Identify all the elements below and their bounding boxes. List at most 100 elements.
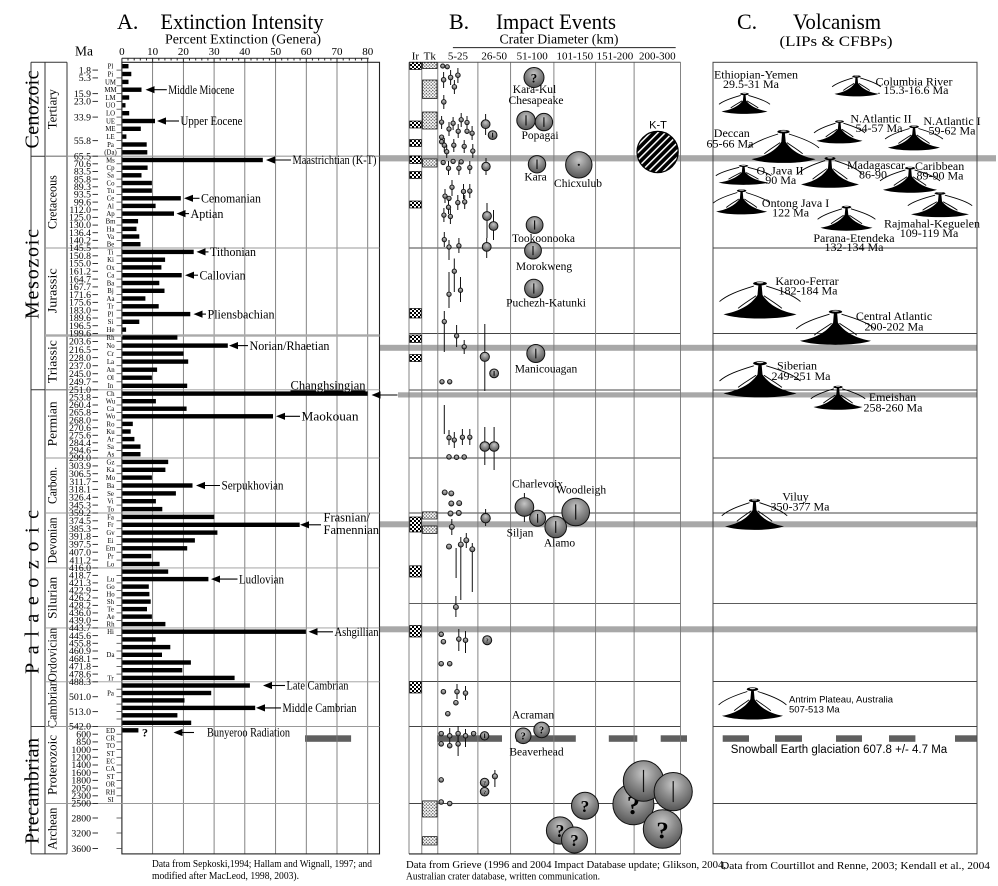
svg-text:Callovian: Callovian bbox=[200, 268, 247, 282]
svg-text:125.0: 125.0 bbox=[69, 213, 91, 224]
svg-text:ME: ME bbox=[105, 126, 115, 133]
svg-text:245.0: 245.0 bbox=[69, 369, 91, 380]
svg-text:Karoo-Ferrar: Karoo-Ferrar bbox=[775, 274, 838, 288]
svg-text:85.8: 85.8 bbox=[74, 174, 91, 185]
svg-text:421.3: 421.3 bbox=[69, 578, 91, 589]
svg-text:Kara: Kara bbox=[524, 171, 546, 183]
svg-text:303.9: 303.9 bbox=[69, 461, 91, 472]
svg-text:Siljan: Siljan bbox=[507, 527, 534, 539]
svg-text:Ms: Ms bbox=[106, 157, 115, 164]
svg-text:374.5: 374.5 bbox=[69, 516, 91, 527]
svg-text:164.7: 164.7 bbox=[69, 274, 91, 285]
svg-text:Pl: Pl bbox=[108, 64, 114, 71]
svg-text:122 Ma: 122 Ma bbox=[772, 206, 810, 220]
svg-text:513.0: 513.0 bbox=[69, 707, 91, 718]
svg-text:Tr: Tr bbox=[107, 675, 114, 682]
svg-text:Ku: Ku bbox=[106, 429, 115, 436]
svg-text:251.0: 251.0 bbox=[69, 385, 91, 396]
svg-text:Va: Va bbox=[107, 234, 114, 241]
svg-text:Central Atlantic: Central Atlantic bbox=[856, 309, 932, 323]
svg-text:29.5-31 Ma: 29.5-31 Ma bbox=[723, 77, 780, 91]
svg-text:Frasnian/: Frasnian/ bbox=[324, 511, 371, 525]
svg-text:Impact Events: Impact Events bbox=[496, 9, 616, 34]
svg-text:Ar: Ar bbox=[107, 437, 115, 444]
svg-text:Middle Miocene: Middle Miocene bbox=[168, 83, 234, 97]
svg-text:Chicxulub: Chicxulub bbox=[554, 178, 602, 190]
svg-text:318.1: 318.1 bbox=[69, 485, 91, 496]
svg-text:Tk: Tk bbox=[424, 50, 437, 62]
svg-text:Emeishan: Emeishan bbox=[869, 390, 916, 404]
svg-text:Extinction Intensity: Extinction Intensity bbox=[161, 9, 324, 34]
svg-text:Wu: Wu bbox=[106, 399, 116, 406]
svg-text:418.7: 418.7 bbox=[69, 571, 91, 582]
svg-text:501.0: 501.0 bbox=[69, 692, 91, 703]
svg-text:Siberian: Siberian bbox=[777, 359, 817, 373]
svg-text:86-90: 86-90 bbox=[859, 168, 887, 182]
svg-text:Aptian: Aptian bbox=[191, 207, 225, 221]
svg-text:439.0: 439.0 bbox=[69, 616, 91, 627]
svg-text:LO: LO bbox=[106, 111, 115, 118]
svg-text:Ca: Ca bbox=[107, 406, 115, 413]
svg-text:Data from Grieve (1996 and 200: Data from Grieve (1996 and 2004 Impact D… bbox=[406, 860, 726, 871]
svg-text:?: ? bbox=[581, 797, 590, 816]
svg-text:Manicouagan: Manicouagan bbox=[515, 363, 578, 375]
svg-text:Crater Diameter (km): Crater Diameter (km) bbox=[500, 32, 619, 47]
svg-text:La: La bbox=[107, 359, 114, 366]
svg-text:Ap: Ap bbox=[106, 211, 115, 218]
svg-text:To: To bbox=[107, 507, 115, 514]
svg-text:Maokouan: Maokouan bbox=[302, 410, 360, 424]
svg-text:294.6: 294.6 bbox=[69, 446, 91, 457]
svg-text:Hi: Hi bbox=[107, 629, 114, 636]
svg-text:1600: 1600 bbox=[71, 768, 91, 779]
svg-text:Ti: Ti bbox=[108, 249, 114, 256]
svg-text:1000: 1000 bbox=[71, 745, 91, 756]
svg-text:Parana-Etendeka: Parana-Etendeka bbox=[813, 231, 895, 245]
svg-text:Em: Em bbox=[106, 546, 116, 553]
svg-text:478.6: 478.6 bbox=[69, 669, 91, 680]
svg-text:Fr: Fr bbox=[107, 522, 114, 529]
svg-text:54-57 Ma: 54-57 Ma bbox=[856, 121, 904, 135]
svg-text:Volcanism: Volcanism bbox=[793, 9, 881, 34]
svg-text:Tithonian: Tithonian bbox=[210, 245, 257, 259]
svg-text:284.4: 284.4 bbox=[69, 438, 91, 449]
svg-text:70.6: 70.6 bbox=[74, 159, 91, 170]
svg-text:Go: Go bbox=[106, 584, 115, 591]
svg-text:455.8: 455.8 bbox=[69, 639, 91, 650]
svg-text:1.8: 1.8 bbox=[79, 65, 91, 76]
svg-text:No: No bbox=[106, 343, 115, 350]
svg-text:350-377 Ma: 350-377 Ma bbox=[771, 499, 831, 513]
svg-text:Se: Se bbox=[107, 491, 114, 498]
svg-text:237.0: 237.0 bbox=[69, 361, 91, 372]
svg-text:200-202 Ma: 200-202 Ma bbox=[865, 320, 925, 334]
svg-text:5-25: 5-25 bbox=[448, 50, 469, 62]
svg-text:Famennian: Famennian bbox=[324, 523, 380, 537]
svg-text:?: ? bbox=[539, 726, 544, 737]
svg-text:265.8: 265.8 bbox=[69, 408, 91, 419]
svg-text:Wo: Wo bbox=[106, 414, 116, 421]
svg-text:445.6: 445.6 bbox=[69, 631, 91, 642]
svg-text:In: In bbox=[108, 383, 114, 390]
svg-text:Norian/Rhaetian: Norian/Rhaetian bbox=[250, 339, 331, 353]
svg-text:216.5: 216.5 bbox=[69, 345, 91, 356]
svg-text:270.6: 270.6 bbox=[69, 423, 91, 434]
svg-text:?: ? bbox=[570, 831, 578, 850]
svg-text:(LIPs & CFBPs): (LIPs & CFBPs) bbox=[780, 34, 893, 50]
svg-text:Aa: Aa bbox=[107, 296, 115, 303]
svg-text:542.0: 542.0 bbox=[69, 722, 91, 733]
svg-text:Ka: Ka bbox=[107, 467, 115, 474]
svg-text:Ir: Ir bbox=[412, 50, 420, 62]
svg-text:Upper Eocene: Upper Eocene bbox=[181, 114, 243, 128]
svg-text:385.3: 385.3 bbox=[69, 524, 91, 535]
svg-text:UO: UO bbox=[106, 103, 116, 110]
svg-text:Puchezh-Katunki: Puchezh-Katunki bbox=[506, 297, 586, 309]
svg-text:258-260 Ma: 258-260 Ma bbox=[864, 400, 924, 414]
svg-text:306.5: 306.5 bbox=[69, 469, 91, 480]
svg-text:471.8: 471.8 bbox=[69, 662, 91, 673]
svg-text:167.7: 167.7 bbox=[69, 282, 91, 293]
svg-text:K-T: K-T bbox=[649, 120, 667, 132]
svg-text:Acraman: Acraman bbox=[512, 709, 554, 721]
svg-text:Triassic: Triassic bbox=[46, 340, 60, 383]
svg-text:Pliensbachian: Pliensbachian bbox=[208, 307, 276, 321]
svg-text:26-50: 26-50 bbox=[481, 50, 507, 62]
svg-text:311.7: 311.7 bbox=[69, 477, 91, 488]
